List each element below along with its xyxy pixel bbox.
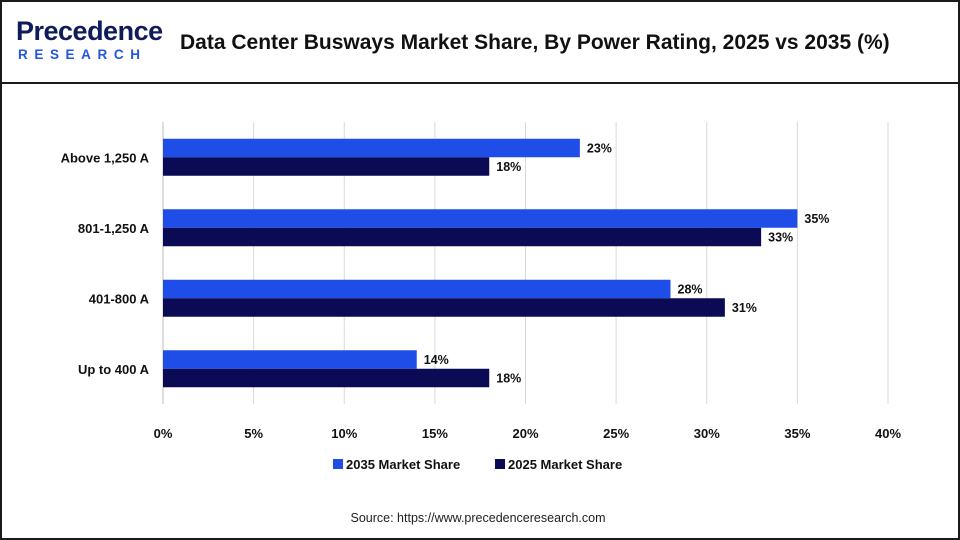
category-label: Up to 400 A [78,362,150,377]
data-label: 33% [768,231,793,245]
legend-label-2035: 2035 Market Share [346,457,460,472]
data-label: 18% [496,160,521,174]
bar-2025 [163,227,762,247]
bar-2035 [163,350,417,369]
precedence-research-logo: Precedence RESEARCH [16,16,166,68]
category-label: 801-1,250 A [78,221,150,236]
x-tick-label: 5% [244,426,263,441]
data-label: 14% [424,353,449,367]
category-label: 401-800 A [89,291,150,306]
bar-2035 [163,138,580,158]
bar-2025 [163,298,725,317]
x-tick-label: 25% [603,426,629,441]
header: Precedence RESEARCH Data Center Busways … [2,2,958,84]
data-label: 28% [678,283,703,297]
data-label: 31% [732,301,757,315]
legend-swatch-2035 [333,459,343,469]
x-tick-label: 10% [331,426,357,441]
x-tick-label: 35% [784,426,810,441]
bar-2025 [163,368,490,388]
logo-subtext: RESEARCH [18,47,147,62]
bar-2025 [163,157,490,176]
x-tick-label: 30% [694,426,720,441]
x-tick-label: 20% [512,426,538,441]
x-tick-label: 40% [875,426,901,441]
logo-wordmark: Precedence [16,16,163,46]
data-label: 18% [496,372,521,386]
x-tick-label: 0% [154,426,173,441]
legend-label-2025: 2025 Market Share [508,457,622,472]
data-label: 35% [804,212,829,226]
chart-title: Data Center Busways Market Share, By Pow… [180,31,890,54]
bar-2035 [163,279,671,299]
x-tick-label: 15% [422,426,448,441]
legend-swatch-2025 [495,459,505,469]
category-label: Above 1,250 A [61,150,150,165]
data-label: 23% [587,142,612,156]
source-note: Source: https://www.precedenceresearch.c… [350,511,606,525]
bar-2035 [163,209,798,228]
